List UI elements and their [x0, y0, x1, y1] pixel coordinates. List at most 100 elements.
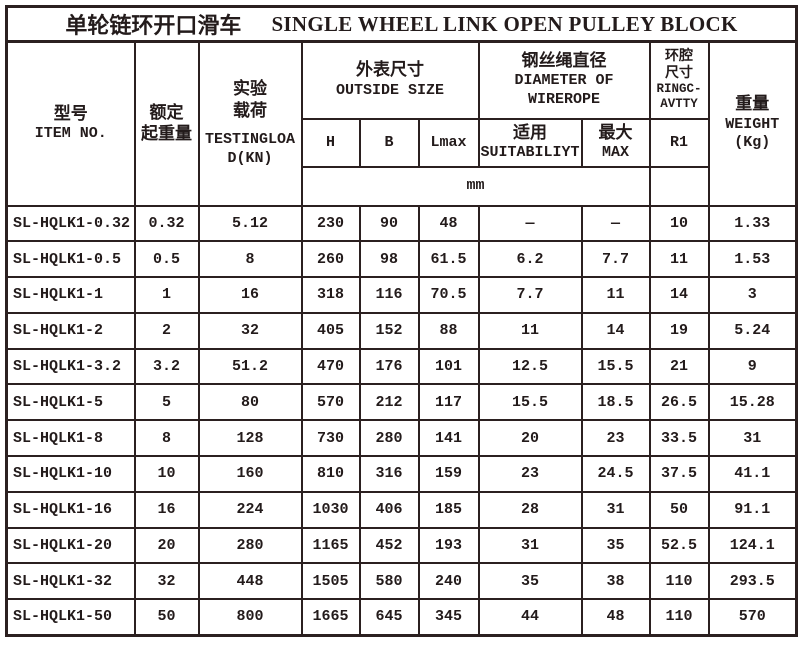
cell-weight: 91.1 — [707, 490, 798, 529]
max-label-zh: 最大 — [598, 122, 633, 143]
cell-weight: 570 — [707, 598, 798, 637]
testing-load-label-en1: TESTINGLOA — [204, 130, 295, 148]
cell-h: 1665 — [300, 598, 361, 637]
cell-testing-load: 32 — [197, 311, 303, 350]
cell-suitability: — — [477, 204, 583, 243]
cell-item-no: SL-HQLK1-5 — [5, 383, 136, 422]
cell-testing-load: 448 — [197, 562, 303, 601]
table-row: SL-HQLK1-20 20 280 1165 452 193 31 35 52… — [5, 526, 798, 565]
cell-item-no: SL-HQLK1-3.2 — [5, 347, 136, 386]
item-no-label-en: ITEM NO. — [34, 125, 107, 142]
cell-max: 11 — [580, 276, 651, 314]
col-header-suitability: 适用 SUITABILIYT — [477, 117, 583, 168]
col-header-max: 最大 MAX — [580, 117, 651, 168]
cell-b: 98 — [358, 240, 420, 279]
cell-lmax: 185 — [417, 490, 480, 529]
cell-rated-capacity: 0.5 — [133, 240, 200, 279]
cell-testing-load: 224 — [197, 490, 303, 529]
cell-lmax: 117 — [417, 383, 480, 422]
cell-max: 7.7 — [580, 240, 651, 279]
col-header-item-no: 型号 ITEM NO. — [5, 40, 136, 207]
cell-b: 212 — [358, 383, 420, 422]
lmax-label: Lmax — [430, 133, 467, 151]
table-row: SL-HQLK1-2 2 32 405 152 88 11 14 19 5.24 — [5, 311, 798, 350]
spec-table: 单轮链环开口滑车 SINGLE WHEEL LINK OPEN PULLEY B… — [5, 5, 799, 637]
table-row: SL-HQLK1-16 16 224 1030 406 185 28 31 50… — [5, 490, 798, 529]
cell-suitability: 6.2 — [477, 240, 583, 279]
table-row: SL-HQLK1-0.5 0.5 8 260 98 61.5 6.2 7.7 1… — [5, 240, 798, 279]
table-row: SL-HQLK1-1 1 16 318 116 70.5 7.7 11 14 3 — [5, 276, 798, 314]
cell-rated-capacity: 0.32 — [133, 204, 200, 243]
cell-item-no: SL-HQLK1-1 — [5, 276, 136, 314]
cell-item-no: SL-HQLK1-20 — [5, 526, 136, 565]
cell-testing-load: 51.2 — [197, 347, 303, 386]
table-row: SL-HQLK1-0.32 0.32 5.12 230 90 48 — — 10… — [5, 204, 798, 243]
cell-max: 14 — [580, 311, 651, 350]
cell-r1: 14 — [648, 276, 710, 314]
cell-item-no: SL-HQLK1-8 — [5, 419, 136, 458]
cell-testing-load: 160 — [197, 455, 303, 493]
cell-max: 23 — [580, 419, 651, 458]
cell-h: 1030 — [300, 490, 361, 529]
cell-weight: 3 — [707, 276, 798, 314]
cell-h: 1165 — [300, 526, 361, 565]
max-label-en: MAX — [601, 143, 629, 161]
testing-load-label-en2: D(KN) — [227, 149, 273, 167]
cell-weight: 1.53 — [707, 240, 798, 279]
cell-rated-capacity: 10 — [133, 455, 200, 493]
cell-suitability: 20 — [477, 419, 583, 458]
title-row: 单轮链环开口滑车 SINGLE WHEEL LINK OPEN PULLEY B… — [5, 5, 798, 43]
weight-label-unit: (Kg) — [734, 134, 771, 152]
cell-lmax: 48 — [417, 204, 480, 243]
cell-rated-capacity: 5 — [133, 383, 200, 422]
cell-item-no: SL-HQLK1-2 — [5, 311, 136, 350]
cell-r1: 19 — [648, 311, 710, 350]
rated-capacity-label-line2: 起重量 — [141, 123, 192, 144]
cell-lmax: 101 — [417, 347, 480, 386]
cell-b: 176 — [358, 347, 420, 386]
cell-suitability: 44 — [477, 598, 583, 637]
cell-testing-load: 800 — [197, 598, 303, 637]
cell-max: 38 — [580, 562, 651, 601]
cell-lmax: 159 — [417, 455, 480, 493]
cell-suitability: 12.5 — [477, 347, 583, 386]
cell-r1: 21 — [648, 347, 710, 386]
cell-item-no: SL-HQLK1-32 — [5, 562, 136, 601]
cell-r1: 50 — [648, 490, 710, 529]
cell-lmax: 345 — [417, 598, 480, 637]
cell-testing-load: 16 — [197, 276, 303, 314]
cell-weight: 9 — [707, 347, 798, 386]
ring-cavity-label-zh2: 尺寸 — [665, 65, 693, 82]
cell-h: 318 — [300, 276, 361, 314]
table-row: SL-HQLK1-3.2 3.2 51.2 470 176 101 12.5 1… — [5, 347, 798, 386]
cell-item-no: SL-HQLK1-50 — [5, 598, 136, 637]
cell-item-no: SL-HQLK1-10 — [5, 455, 136, 493]
outside-size-label-en: OUTSIDE SIZE — [335, 81, 445, 99]
testing-load-label-zh1: 实验 — [233, 79, 267, 100]
ring-cavity-label-en2: AVTTY — [660, 97, 698, 112]
col-header-ring-cavity: 环腔 尺寸 RINGC- AVTTY — [648, 40, 710, 120]
cell-suitability: 35 — [477, 562, 583, 601]
cell-r1: 110 — [648, 598, 710, 637]
b-label: B — [384, 133, 394, 151]
ring-cavity-label-zh1: 环腔 — [665, 48, 693, 65]
cell-r1: 26.5 — [648, 383, 710, 422]
cell-rated-capacity: 20 — [133, 526, 200, 565]
cell-r1: 10 — [648, 204, 710, 243]
cell-r1: 110 — [648, 562, 710, 601]
cell-suitability: 15.5 — [477, 383, 583, 422]
cell-rated-capacity: 2 — [133, 311, 200, 350]
cell-r1: 33.5 — [648, 419, 710, 458]
cell-weight: 5.24 — [707, 311, 798, 350]
cell-testing-load: 280 — [197, 526, 303, 565]
h-label: H — [325, 133, 335, 151]
cell-lmax: 61.5 — [417, 240, 480, 279]
cell-b: 116 — [358, 276, 420, 314]
table-body: SL-HQLK1-0.32 0.32 5.12 230 90 48 — — 10… — [5, 204, 798, 637]
cell-testing-load: 5.12 — [197, 204, 303, 243]
weight-label-zh: 重量 — [735, 94, 770, 115]
suitability-label-en: SUITABILIYT — [480, 143, 580, 161]
outside-size-label-zh: 外表尺寸 — [356, 60, 424, 81]
cell-weight: 1.33 — [707, 204, 798, 243]
